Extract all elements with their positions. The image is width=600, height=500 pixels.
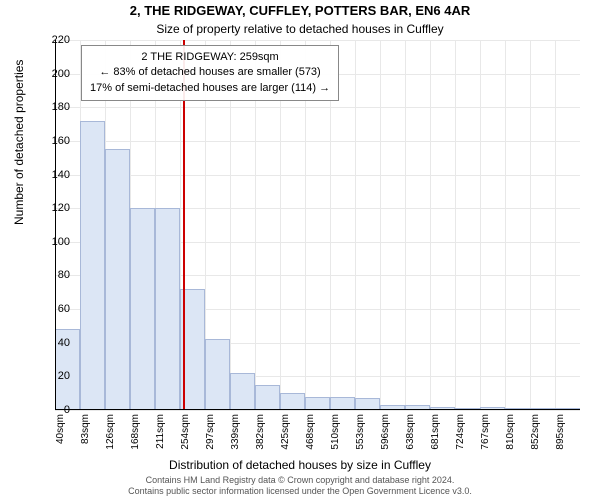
histogram-bar xyxy=(305,397,330,410)
footer-line2: Contains public sector information licen… xyxy=(0,486,600,498)
y-tick-label: 60 xyxy=(40,303,70,315)
grid-line-v xyxy=(355,40,356,410)
x-tick-label: 638sqm xyxy=(405,414,416,454)
x-tick-label: 211sqm xyxy=(155,414,166,454)
grid-line-v xyxy=(555,40,556,410)
y-tick-label: 120 xyxy=(40,202,70,214)
histogram-bar xyxy=(280,393,305,410)
x-tick-label: 553sqm xyxy=(355,414,366,454)
x-tick-label: 339sqm xyxy=(230,414,241,454)
x-tick-label: 382sqm xyxy=(255,414,266,454)
grid-line-h xyxy=(55,141,580,142)
grid-line-h xyxy=(55,175,580,176)
grid-line-v xyxy=(380,40,381,410)
x-tick-label: 168sqm xyxy=(130,414,141,454)
footer-line1: Contains HM Land Registry data © Crown c… xyxy=(0,475,600,487)
grid-line-h xyxy=(55,107,580,108)
y-tick-label: 80 xyxy=(40,269,70,281)
footer: Contains HM Land Registry data © Crown c… xyxy=(0,475,600,498)
x-tick-label: 810sqm xyxy=(505,414,516,454)
y-tick-label: 140 xyxy=(40,169,70,181)
annotation-box: 2 THE RIDGEWAY: 259sqm ← 83% of detached… xyxy=(81,45,339,101)
annotation-line2: ← 83% of detached houses are smaller (57… xyxy=(90,65,330,80)
histogram-bar xyxy=(105,149,130,410)
y-tick-label: 20 xyxy=(40,370,70,382)
chart-container: 2, THE RIDGEWAY, CUFFLEY, POTTERS BAR, E… xyxy=(0,0,600,500)
x-axis-line xyxy=(55,409,580,410)
histogram-bar xyxy=(155,208,180,410)
y-tick-label: 200 xyxy=(40,68,70,80)
annotation-line1: 2 THE RIDGEWAY: 259sqm xyxy=(90,50,330,65)
grid-line-v xyxy=(505,40,506,410)
x-tick-label: 425sqm xyxy=(280,414,291,454)
x-tick-label: 724sqm xyxy=(455,414,466,454)
x-tick-label: 40sqm xyxy=(55,414,66,454)
grid-line-h xyxy=(55,410,580,411)
histogram-bar xyxy=(330,397,355,410)
grid-line-v xyxy=(530,40,531,410)
y-axis-line xyxy=(55,40,56,410)
annotation-line3: 17% of semi-detached houses are larger (… xyxy=(90,81,330,96)
grid-line-v xyxy=(480,40,481,410)
y-tick-label: 100 xyxy=(40,236,70,248)
y-tick-label: 40 xyxy=(40,337,70,349)
grid-line-v xyxy=(405,40,406,410)
histogram-bar xyxy=(230,373,255,410)
x-tick-label: 510sqm xyxy=(330,414,341,454)
histogram-bar xyxy=(205,339,230,410)
title-sub: Size of property relative to detached ho… xyxy=(0,22,600,36)
x-tick-label: 83sqm xyxy=(80,414,91,454)
x-tick-label: 297sqm xyxy=(205,414,216,454)
x-tick-label: 852sqm xyxy=(530,414,541,454)
histogram-bar xyxy=(80,121,105,410)
histogram-bar xyxy=(130,208,155,410)
x-tick-label: 596sqm xyxy=(380,414,391,454)
grid-line-v xyxy=(455,40,456,410)
x-axis-label: Distribution of detached houses by size … xyxy=(0,458,600,472)
x-tick-label: 895sqm xyxy=(555,414,566,454)
x-tick-label: 254sqm xyxy=(180,414,191,454)
y-axis-label: Number of detached properties xyxy=(12,60,26,225)
plot-area: 2 THE RIDGEWAY: 259sqm ← 83% of detached… xyxy=(55,40,580,410)
title-main: 2, THE RIDGEWAY, CUFFLEY, POTTERS BAR, E… xyxy=(0,3,600,18)
x-tick-label: 767sqm xyxy=(480,414,491,454)
grid-line-h xyxy=(55,40,580,41)
x-tick-label: 468sqm xyxy=(305,414,316,454)
grid-line-v xyxy=(430,40,431,410)
histogram-bar xyxy=(255,385,280,410)
y-tick-label: 220 xyxy=(40,34,70,46)
y-tick-label: 160 xyxy=(40,135,70,147)
x-tick-label: 681sqm xyxy=(430,414,441,454)
y-tick-label: 180 xyxy=(40,101,70,113)
x-tick-label: 126sqm xyxy=(105,414,116,454)
